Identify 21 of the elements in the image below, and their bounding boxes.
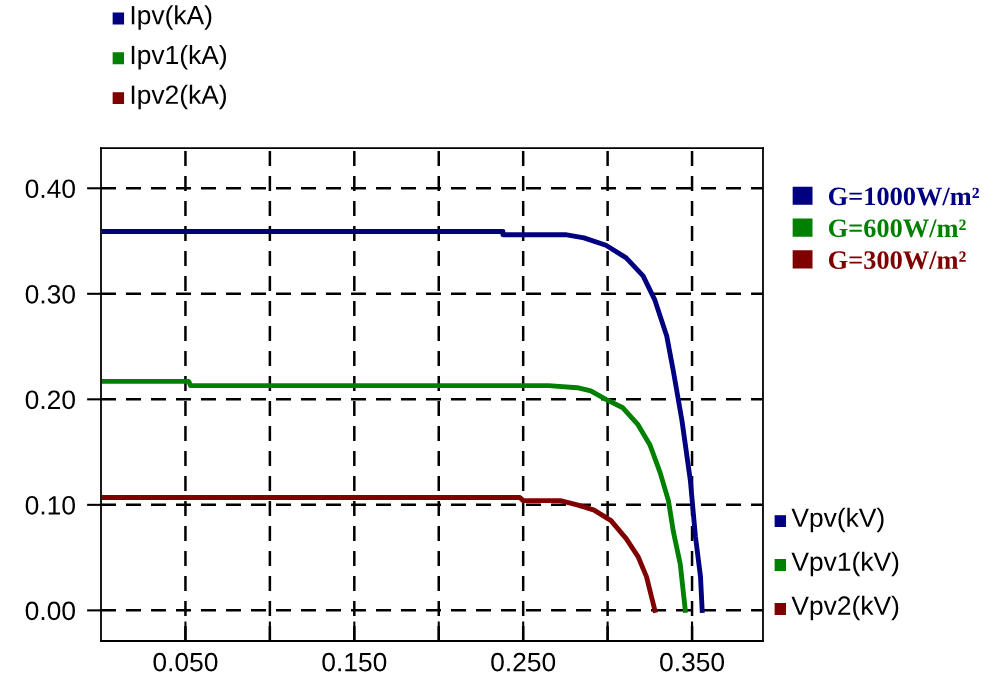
x-tick-label: 0.150 bbox=[322, 652, 387, 672]
legend-label: G=300W/m² bbox=[828, 251, 966, 270]
text: Vpv2(kV) bbox=[791, 595, 899, 621]
y-tick-label: 0.20 bbox=[25, 390, 75, 410]
y-tick-label: 0.10 bbox=[25, 495, 75, 515]
line-series bbox=[101, 378, 688, 613]
line-series bbox=[101, 495, 658, 613]
legend-label: G=600W/m² bbox=[828, 219, 966, 238]
text: Ipv1(kA) bbox=[131, 44, 226, 70]
line-series bbox=[101, 229, 705, 613]
text: Vpv1(kV) bbox=[791, 551, 899, 577]
text: Vpv(kV) bbox=[791, 507, 884, 533]
x-tick-label: 0.350 bbox=[660, 652, 725, 672]
x-tick-label: 0.050 bbox=[153, 652, 218, 672]
x-tick-label: 0.250 bbox=[491, 652, 556, 672]
text: Ipv(kA) bbox=[131, 5, 212, 30]
y-tick-label: 0.30 bbox=[25, 284, 75, 304]
y-tick-label: 0.00 bbox=[25, 601, 75, 621]
text: Ipv2(kA) bbox=[131, 84, 226, 110]
y-tick-label: 0.40 bbox=[25, 179, 75, 199]
legend-label: G=1000W/m² bbox=[828, 187, 979, 206]
